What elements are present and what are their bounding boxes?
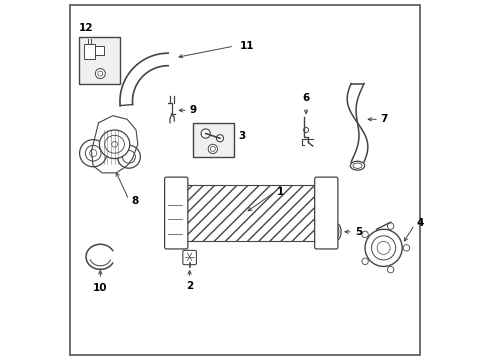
Circle shape — [85, 145, 101, 161]
Ellipse shape — [333, 226, 339, 238]
Circle shape — [210, 147, 215, 152]
Circle shape — [90, 150, 97, 157]
Circle shape — [377, 241, 390, 255]
Text: 6: 6 — [302, 93, 310, 103]
Bar — [79, 37, 120, 84]
Text: 5: 5 — [355, 227, 362, 237]
Circle shape — [122, 150, 135, 163]
Circle shape — [96, 68, 105, 78]
Circle shape — [217, 135, 223, 142]
Circle shape — [388, 223, 394, 229]
Circle shape — [112, 141, 118, 147]
Text: 9: 9 — [190, 105, 197, 115]
Bar — [193, 123, 234, 157]
Bar — [181, 185, 315, 241]
Text: 8: 8 — [131, 197, 139, 206]
Ellipse shape — [353, 163, 362, 168]
Circle shape — [208, 144, 218, 154]
Circle shape — [371, 236, 396, 260]
Circle shape — [362, 258, 368, 265]
Bar — [95, 46, 104, 55]
Text: 12: 12 — [79, 23, 94, 33]
Ellipse shape — [105, 135, 124, 153]
Ellipse shape — [331, 223, 341, 240]
Circle shape — [304, 127, 309, 132]
FancyBboxPatch shape — [165, 177, 188, 249]
Text: 2: 2 — [186, 281, 193, 291]
Text: 10: 10 — [93, 283, 108, 293]
Text: 7: 7 — [381, 114, 388, 124]
Text: 4: 4 — [416, 218, 424, 228]
FancyBboxPatch shape — [183, 250, 196, 265]
Text: 3: 3 — [238, 131, 245, 141]
Circle shape — [98, 71, 103, 76]
Circle shape — [403, 245, 410, 251]
Bar — [84, 44, 95, 59]
Circle shape — [365, 229, 402, 266]
Text: 1: 1 — [277, 186, 284, 197]
Circle shape — [201, 129, 210, 138]
Circle shape — [362, 231, 368, 238]
FancyBboxPatch shape — [315, 177, 338, 249]
Ellipse shape — [350, 161, 365, 170]
Text: 11: 11 — [240, 41, 254, 51]
Ellipse shape — [99, 130, 130, 158]
Circle shape — [118, 145, 140, 168]
Circle shape — [388, 266, 394, 273]
Circle shape — [79, 140, 107, 167]
